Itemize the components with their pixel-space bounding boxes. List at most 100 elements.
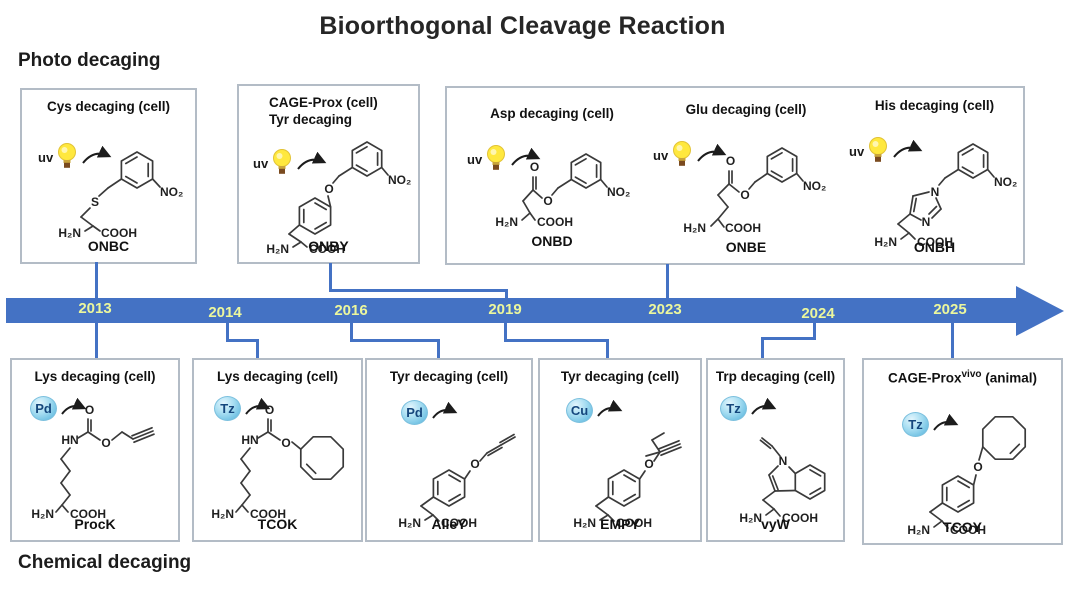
svg-text:NO₂: NO₂ <box>160 185 183 199</box>
svg-text:H₂N: H₂N <box>874 235 897 249</box>
reaction-arrow-icon <box>245 397 271 415</box>
connector-2014-horizontal <box>226 339 259 342</box>
svg-text:NO₂: NO₂ <box>607 185 630 199</box>
connector-2016-alley <box>437 339 440 358</box>
uv-label: uv <box>253 155 269 171</box>
svg-text:O: O <box>470 457 479 471</box>
box-title: Asp decaging (cell) <box>490 106 614 121</box>
svg-text:H₂N: H₂N <box>683 221 706 235</box>
svg-text:O: O <box>973 460 982 474</box>
svg-text:H₂N: H₂N <box>907 523 930 537</box>
connector-2013-prock <box>95 323 98 358</box>
timeline-arrowhead-icon <box>1016 286 1064 336</box>
panel-onbd: Asp decaging (cell) uv NO₂ O O H₂N COOH … <box>457 88 647 263</box>
connector-photobox-2023 <box>666 264 669 299</box>
svg-text:HN: HN <box>61 433 78 447</box>
connector-2019-horizontal <box>504 339 609 342</box>
svg-text:O: O <box>101 436 110 450</box>
svg-text:H₂N: H₂N <box>495 215 518 229</box>
photo-box-wide: Asp decaging (cell) uv NO₂ O O H₂N COOH … <box>445 86 1025 265</box>
photo-box-onbc: Cys decaging (cell) uv NO₂ S H₂N COOH ON… <box>20 88 197 264</box>
connector-2014-tcok <box>256 339 259 358</box>
uv-label: uv <box>38 149 54 165</box>
svg-text:O: O <box>281 436 290 450</box>
connector-2016-drop <box>350 323 353 342</box>
connector-onbc-2013 <box>95 262 98 299</box>
box-title: Tyr decaging (cell) <box>560 369 680 384</box>
box-title: Tyr decaging (cell) <box>389 369 509 384</box>
svg-text:O: O <box>644 457 653 471</box>
svg-text:COOH: COOH <box>782 511 818 525</box>
compound-name: ONBE <box>725 239 767 255</box>
connector-onby-drop <box>329 263 332 292</box>
alley-structure: O H₂N COOH <box>398 433 516 530</box>
box-title: His decaging (cell) <box>874 98 995 113</box>
lightbulb-icon <box>58 143 77 168</box>
box-subtitle: Tyr decaging <box>269 111 353 127</box>
compound-name: ONBY <box>308 238 349 254</box>
year-label-2024: 2024 <box>801 305 835 322</box>
connector-onby-2019 <box>505 289 508 299</box>
timeline-band <box>6 298 1016 323</box>
section-label-chemical-decaging: Chemical decaging <box>18 552 192 573</box>
year-label-2014: 2014 <box>208 304 242 321</box>
svg-text:COOH: COOH <box>441 516 477 530</box>
pd-icon: Pd <box>401 400 428 425</box>
compound-name: ONBH <box>913 239 956 255</box>
reaction-arrow-icon <box>432 401 458 419</box>
vyw-structure: N H₂N COOH <box>739 437 826 525</box>
empy-structure: O H₂N COOH <box>573 432 682 530</box>
tcoy-structure: O H₂N COOH <box>907 415 1027 537</box>
connector-2025-tcoy <box>951 323 954 358</box>
year-label-2023: 2023 <box>648 301 682 318</box>
svg-text:COOH: COOH <box>950 523 986 537</box>
svg-text:COOH: COOH <box>917 235 953 249</box>
connector-2024-horizontal <box>761 337 816 340</box>
svg-text:O: O <box>740 188 749 202</box>
tz-icon: Tz <box>214 396 241 421</box>
svg-text:S: S <box>91 195 99 209</box>
svg-text:N: N <box>931 185 940 199</box>
box-title: Trp decaging (cell) <box>715 369 836 384</box>
connector-onby-horizontal <box>329 289 508 292</box>
box-title-superscript: vivo <box>961 369 982 380</box>
svg-text:O: O <box>265 403 274 417</box>
svg-text:H₂N: H₂N <box>573 516 596 530</box>
svg-text:COOH: COOH <box>70 507 106 521</box>
connector-2019-drop <box>504 323 507 342</box>
year-label-2025: 2025 <box>933 301 967 318</box>
connector-2019-empy <box>606 339 609 358</box>
reaction-arrow-icon <box>751 397 777 415</box>
box-title: CAGE-Prox (cell) <box>269 95 378 110</box>
svg-text:O: O <box>324 182 333 196</box>
svg-text:O: O <box>543 194 552 208</box>
connector-2016-horizontal <box>350 339 440 342</box>
compound-name: vyW <box>761 516 790 532</box>
chem-box-prock: Lys decaging (cell) Pd HN O O H₂N COOH P… <box>10 358 180 542</box>
box-title: Cys decaging (cell) <box>46 99 171 114</box>
chem-box-empy: Tyr decaging (cell) Cu O H₂N COOH EMPY <box>538 358 702 542</box>
svg-text:O: O <box>726 154 735 168</box>
svg-text:COOH: COOH <box>537 215 573 229</box>
uv-label: uv <box>467 151 483 167</box>
lightbulb-icon <box>673 141 692 166</box>
compound-name: AlleY <box>431 516 467 532</box>
year-label-2019: 2019 <box>488 301 522 318</box>
connector-2014-drop <box>226 323 229 342</box>
svg-text:NO₂: NO₂ <box>388 173 411 187</box>
chem-box-tcoy: CAGE-Proxvivo (animal) Tz O H₂N COOH TCO… <box>862 358 1063 545</box>
svg-text:COOH: COOH <box>616 516 652 530</box>
chem-box-alley: Tyr decaging (cell) Pd O H₂N COOH AlleY <box>365 358 533 542</box>
compound-name: TCOK <box>257 516 298 532</box>
svg-text:COOH: COOH <box>309 242 345 256</box>
svg-text:NO₂: NO₂ <box>994 175 1017 189</box>
compound-name: ONBC <box>87 238 130 254</box>
compound-name: ProcK <box>74 516 116 532</box>
svg-text:N: N <box>922 215 931 229</box>
connector-2024-drop <box>813 323 816 340</box>
chem-box-tcok: Lys decaging (cell) Tz HN O O H₂N COOH T… <box>192 358 363 542</box>
box-title: Lys decaging (cell) <box>216 369 339 384</box>
chem-box-vyw: Trp decaging (cell) Tz N H₂N COOH vyW <box>706 358 845 542</box>
uv-label: uv <box>849 143 865 159</box>
